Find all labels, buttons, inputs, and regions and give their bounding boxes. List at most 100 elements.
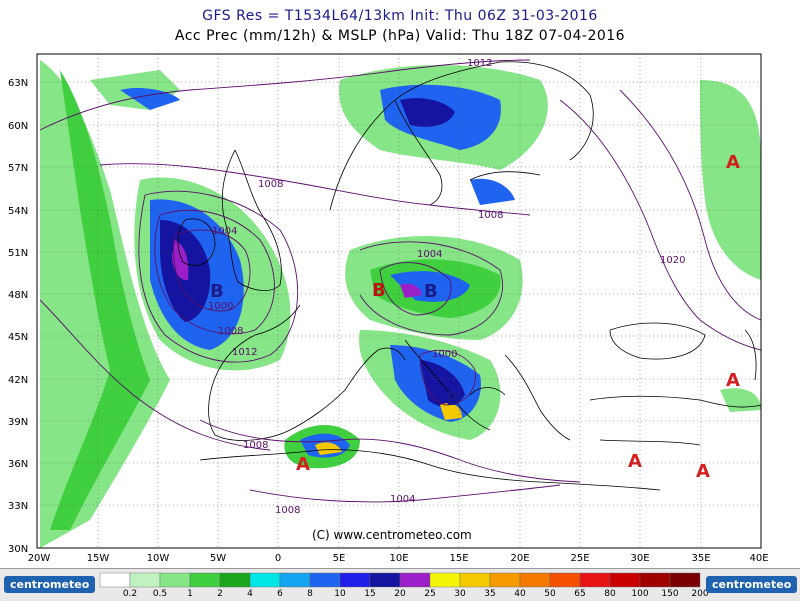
legend-value: 15 [364, 589, 376, 599]
legend-value: 100 [631, 589, 649, 599]
weather-map: 1012 1008 1008 1004 1004 1000 1008 1012 … [8, 53, 769, 564]
isobar-label: 1004 [212, 226, 237, 237]
legend-swatch [309, 572, 341, 588]
lat-label: 33N [8, 501, 28, 512]
lon-label: 35E [691, 553, 710, 564]
logo-right: centrometeo [706, 576, 798, 593]
legend-swatch [99, 572, 131, 588]
legend-swatch [189, 572, 221, 588]
lon-label: 5W [210, 553, 226, 564]
legend-swatch [159, 572, 191, 588]
lon-label: 15W [87, 553, 110, 564]
legend-swatch [549, 572, 581, 588]
legend-value: 150 [661, 589, 679, 599]
high-pressure-center: A [696, 461, 710, 482]
legend-colorbar: centrometeo 0.2 0.5 1 2 4 6 8 10 15 20 25 30 35 40 50 6… [0, 568, 800, 601]
lon-label: 5E [333, 553, 346, 564]
lat-label: 57N [8, 163, 28, 174]
isobar-label: 1020 [660, 255, 685, 266]
lon-label: 25E [570, 553, 589, 564]
legend-value: 4 [247, 589, 253, 599]
legend-value: 0.5 [152, 589, 168, 599]
lat-label: 51N [8, 248, 28, 259]
lon-label: 10E [389, 553, 408, 564]
isobar-label: 1000 [432, 349, 457, 360]
isobar-label: 1008 [478, 210, 503, 221]
legend-value: 40 [514, 589, 526, 599]
isobar-label: 1012 [232, 347, 257, 358]
legend-swatch [339, 572, 371, 588]
low-pressure-center: B [372, 280, 386, 301]
lat-label: 45N [8, 332, 28, 343]
legend-value: 0.2 [122, 589, 138, 599]
high-pressure-center: A [296, 454, 310, 475]
low-pressure-center: B [424, 281, 438, 302]
precipitation-layer [40, 60, 761, 548]
lon-label: 10W [147, 553, 170, 564]
isobar-label: 1004 [390, 494, 415, 505]
legend-value: 1 [187, 589, 193, 599]
coastlines [177, 61, 761, 491]
legend-value: 20 [394, 589, 406, 599]
legend-swatch [459, 572, 491, 588]
low-pressure-center: B [210, 281, 224, 302]
legend-swatch [639, 572, 671, 588]
isobar-label: 1004 [417, 249, 442, 260]
low-pressure-center: B [446, 389, 460, 410]
pressure-centers: A A A A A B B B B [210, 152, 740, 482]
legend-value: 80 [604, 589, 616, 599]
lon-label: 20E [510, 553, 529, 564]
lon-label: 40E [749, 553, 768, 564]
legend-value: 2 [217, 589, 223, 599]
map-border [36, 53, 762, 549]
legend-value: 10 [334, 589, 346, 599]
high-pressure-center: A [726, 152, 740, 173]
legend-value: 6 [277, 589, 283, 599]
lon-label: 0 [275, 553, 281, 564]
lat-label: 63N [8, 78, 28, 89]
lat-label: 48N [8, 290, 28, 301]
lat-label: 42N [8, 375, 28, 386]
legend-swatch [579, 572, 611, 588]
title-line-1: GFS Res = T1534L64/13km Init: Thu 06Z 31… [202, 8, 598, 24]
legend-swatch [129, 572, 161, 588]
legend-swatch [249, 572, 281, 588]
isobar-labels: 1012 1008 1008 1004 1004 1000 1008 1012 … [208, 58, 685, 516]
title-line-2: Acc Prec (mm/12h) & MSLP (hPa) Valid: Th… [174, 28, 626, 44]
legend-value: 35 [484, 589, 496, 599]
latitude-labels: 63N 60N 57N 54N 51N 48N 45N 42N 39N 36N … [8, 78, 28, 555]
legend-swatches [99, 572, 701, 588]
isobar-label: 1012 [467, 58, 492, 69]
legend-value: 25 [424, 589, 436, 599]
lat-label: 30N [8, 544, 28, 555]
legend-value: 200 [691, 589, 709, 599]
lon-label: 15E [449, 553, 468, 564]
isobar-label: 1000 [208, 301, 233, 312]
isobar-label: 1008 [243, 440, 268, 451]
legend-swatch [219, 572, 251, 588]
lat-label: 54N [8, 206, 28, 217]
legend-swatch [609, 572, 641, 588]
legend-swatch [519, 572, 551, 588]
isobar-label: 1008 [275, 505, 300, 516]
credit-text: (C) www.centrometeo.com [312, 528, 472, 542]
legend-swatch [399, 572, 431, 588]
legend-swatch [669, 572, 701, 588]
legend-value: 8 [307, 589, 313, 599]
high-pressure-center: A [628, 451, 642, 472]
lon-label: 20W [28, 553, 51, 564]
isobar-label: 1008 [258, 179, 283, 190]
lat-label: 39N [8, 417, 28, 428]
lon-label: 30E [630, 553, 649, 564]
isobar-lines [39, 59, 761, 503]
longitude-labels: 20W 15W 10W 5W 0 5E 10E 15E 20E 25E 30E … [28, 553, 769, 564]
legend-value: 30 [454, 589, 466, 599]
legend-value: 50 [544, 589, 556, 599]
lat-label: 36N [8, 459, 28, 470]
graticule [37, 54, 761, 548]
lat-label: 60N [8, 121, 28, 132]
legend-swatch [369, 572, 401, 588]
legend-swatch [429, 572, 461, 588]
legend-value: 65 [574, 589, 586, 599]
legend-swatch [489, 572, 521, 588]
